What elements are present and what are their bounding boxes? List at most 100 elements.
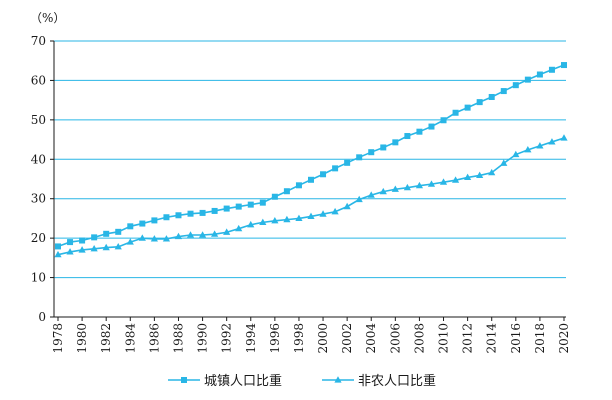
data-point — [452, 109, 459, 116]
series-line — [57, 137, 565, 256]
data-point — [500, 159, 508, 166]
data-point — [403, 183, 411, 191]
x-tick-label: 2000 — [316, 323, 330, 354]
x-tick-label: 1990 — [196, 323, 210, 354]
y-tick-label: 0 — [38, 310, 46, 324]
data-point — [247, 220, 255, 228]
data-point — [344, 159, 351, 166]
series-line — [57, 64, 565, 248]
data-point — [102, 243, 110, 251]
data-point — [404, 133, 411, 140]
x-tick-label: 2002 — [340, 323, 354, 354]
data-point — [416, 128, 423, 135]
square-marker-icon — [181, 377, 187, 383]
x-tick-label: 2018 — [533, 323, 547, 354]
y-tick-label: 10 — [31, 271, 46, 285]
x-tick-label: 1998 — [292, 323, 306, 354]
y-tick-label: 70 — [31, 34, 46, 48]
data-point — [512, 150, 520, 158]
data-point — [54, 250, 62, 258]
data-point — [186, 231, 195, 238]
data-point — [295, 214, 303, 222]
data-point — [198, 231, 207, 238]
x-tick-label: 2016 — [509, 323, 523, 354]
legend-label-non-agricultural-population: 非农人口比重 — [358, 373, 436, 389]
data-point — [90, 244, 98, 252]
data-point — [308, 176, 314, 183]
data-point — [187, 210, 194, 217]
data-point — [307, 212, 315, 220]
y-tick-label: 60 — [31, 73, 46, 87]
x-tick-label: 2006 — [388, 323, 402, 354]
grid — [54, 40, 566, 279]
x-tick-label: 2012 — [461, 323, 475, 354]
legend-item-urban-population: 城镇人口比重 — [168, 373, 282, 389]
data-point — [259, 199, 266, 206]
data-point — [103, 230, 110, 237]
data-point — [235, 203, 242, 210]
series — [54, 62, 568, 258]
data-point — [464, 173, 472, 181]
axes — [53, 41, 566, 318]
data-point — [355, 195, 363, 203]
data-point — [79, 237, 86, 244]
data-point — [127, 223, 134, 230]
x-tick-label: 1988 — [171, 323, 185, 354]
data-point — [175, 212, 182, 219]
data-point — [199, 209, 206, 216]
data-point — [561, 62, 567, 69]
data-point — [138, 234, 146, 241]
x-tick-label: 2020 — [557, 323, 571, 354]
data-point — [524, 76, 531, 83]
data-point — [163, 214, 170, 221]
data-point — [391, 185, 399, 192]
x-tick-label: 1978 — [51, 323, 65, 354]
x-tick-label: 1980 — [75, 323, 89, 354]
x-tick-label: 2010 — [437, 323, 451, 354]
x-tick-label: 1986 — [147, 323, 161, 354]
data-point — [139, 220, 146, 227]
y-tick-label: 40 — [31, 152, 46, 166]
data-point — [379, 187, 387, 195]
data-point — [343, 202, 351, 210]
data-point — [512, 82, 519, 89]
data-point — [78, 246, 86, 253]
data-point — [476, 99, 483, 106]
x-tick-label: 1992 — [220, 323, 234, 354]
x-tick-label: 1982 — [99, 323, 113, 354]
data-point — [271, 216, 279, 224]
data-point — [548, 66, 555, 73]
data-point — [150, 235, 158, 242]
data-point — [151, 217, 158, 224]
data-point — [235, 224, 243, 232]
data-point — [524, 146, 532, 153]
data-point — [439, 178, 448, 185]
data-point — [500, 88, 507, 95]
data-point — [283, 215, 291, 223]
x-tick-label: 2008 — [412, 323, 426, 354]
data-point — [488, 93, 495, 100]
y-tick-label: 30 — [31, 192, 46, 206]
data-point — [211, 230, 219, 237]
x-tick-label: 1994 — [244, 323, 258, 354]
data-point — [536, 71, 543, 78]
series-urban-population — [55, 62, 567, 250]
data-point — [67, 239, 74, 246]
y-tick-labels: 0 10 20 30 40 50 60 70 — [31, 34, 54, 324]
legend-label-urban-population: 城镇人口比重 — [204, 373, 282, 389]
data-point — [560, 134, 568, 141]
data-point — [476, 171, 484, 179]
data-point — [451, 176, 460, 183]
data-point — [126, 238, 134, 245]
data-point — [295, 182, 302, 189]
data-point — [66, 248, 74, 255]
y-axis-unit-label: （%） — [30, 11, 65, 25]
data-point — [271, 193, 278, 200]
data-point — [332, 165, 339, 172]
data-point — [356, 154, 363, 161]
data-point — [55, 243, 61, 250]
x-tick-label: 1996 — [268, 323, 282, 354]
data-point — [367, 191, 375, 198]
